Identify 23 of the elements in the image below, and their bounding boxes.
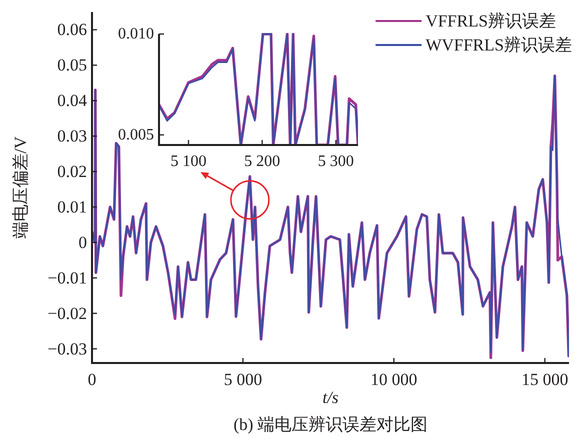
y-tick-label: −0.01 bbox=[48, 268, 87, 288]
x-tick-label: 5 200 bbox=[244, 153, 280, 170]
x-tick-label: 15 000 bbox=[521, 370, 568, 389]
y-tick-label: 0 bbox=[78, 232, 87, 252]
x-tick-label: 5 300 bbox=[318, 153, 354, 170]
x-tick-label: 10 000 bbox=[370, 370, 418, 389]
y-tick-label: 0.03 bbox=[57, 126, 87, 146]
y-tick-label: 0.02 bbox=[57, 162, 87, 182]
y-tick-label: −0.02 bbox=[48, 304, 87, 323]
legend-label: VFFRLS辨识误差 bbox=[426, 12, 556, 30]
y-tick-label: 0.06 bbox=[57, 20, 87, 40]
y-tick-label: 0.05 bbox=[57, 56, 87, 75]
y-axis-title: 端电压偏差/V bbox=[11, 136, 30, 238]
x-axis-title: t/s bbox=[322, 388, 339, 407]
y-tick-label: −0.03 bbox=[48, 339, 87, 358]
y-tick-label: 0.01 bbox=[57, 198, 87, 216]
legend-label: WVFFRLS辨识误差 bbox=[426, 36, 572, 54]
y-tick-label: 0.04 bbox=[57, 91, 88, 110]
x-tick-label: 5 100 bbox=[170, 153, 206, 170]
y-tick-label: 0.005 bbox=[118, 126, 154, 144]
text: (b) 端电压辨识误差对比图 bbox=[233, 415, 428, 434]
x-tick-label: 5 000 bbox=[224, 370, 262, 389]
y-tick-label: 0.010 bbox=[118, 26, 154, 42]
